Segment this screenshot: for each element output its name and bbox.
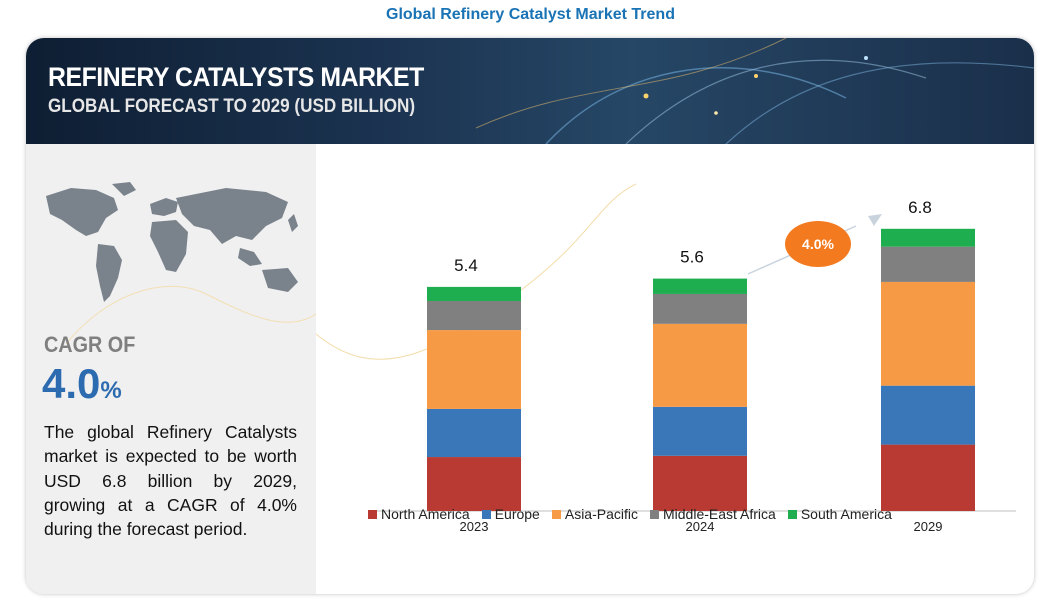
cagr-percent: % <box>100 377 122 404</box>
legend-swatch-asia-pacific <box>551 509 561 519</box>
left-panel: CAGR OF 4.0% The global Refinery Catalys… <box>26 144 316 594</box>
legend-label-south-america: South America <box>800 506 892 522</box>
x-tick-label-2024: 2024 <box>686 519 715 534</box>
bar-segment-north-america-2024 <box>653 455 747 511</box>
banner-background-graphic <box>475 38 1034 144</box>
legend-label-north-america: North America <box>381 506 470 522</box>
legend-swatch-north-america <box>368 509 377 519</box>
banner-subtitle: GLOBAL FORECAST TO 2029 (USD BILLION) <box>48 96 416 117</box>
market-summary: The global Refinery Catalysts market is … <box>44 422 297 540</box>
bar-segment-europe-2023 <box>427 408 521 458</box>
bar-segment-north-america-2029 <box>881 444 975 511</box>
legend-item-south-america: South America <box>787 506 892 522</box>
legend-item-asia-pacific: Asia-Pacific <box>551 506 638 522</box>
bar-segment-europe-2029 <box>881 385 975 445</box>
banner: REFINERY CATALYSTS MARKET GLOBAL FORECAS… <box>26 38 1034 144</box>
world-map-icon <box>46 182 298 302</box>
bar-segment-middle-east-africa-2024 <box>653 293 747 324</box>
bar-segment-south-america-2023 <box>427 286 521 302</box>
cagr-badge <box>785 221 851 267</box>
legend-item-north-america: North America <box>368 506 470 522</box>
cagr-badge-label: 4.0% <box>802 236 834 252</box>
legend-swatch-middle-east-africa <box>650 509 659 519</box>
total-label-2029: 6.8 <box>908 198 932 217</box>
legend-label-europe: Europe <box>494 506 540 522</box>
bar-segment-asia-pacific-2024 <box>653 323 747 407</box>
legend-label-middle-east-africa: Middle-East Africa <box>663 506 776 522</box>
x-tick-label-2023: 2023 <box>460 519 489 534</box>
total-label-2023: 5.4 <box>454 256 478 275</box>
bar-segment-south-america-2029 <box>881 228 975 247</box>
bar-segment-asia-pacific-2023 <box>427 330 521 409</box>
cagr-number: 4.0 <box>42 360 101 407</box>
stacked-bar-chart: 5.4 2023 5.6 2024 6.8 2029 4.0% <box>316 183 1016 534</box>
cagr-value: 4.0% <box>42 360 122 408</box>
cagr-label: CAGR OF <box>44 332 136 357</box>
bar-segment-north-america-2023 <box>427 457 521 511</box>
legend-swatch-south-america <box>787 509 797 519</box>
bar-segment-south-america-2024 <box>653 278 747 294</box>
chart-area: 5.4 2023 5.6 2024 6.8 2029 4.0% <box>316 144 1034 594</box>
bar-segment-middle-east-africa-2029 <box>881 246 975 282</box>
legend-label-asia-pacific: Asia-Pacific <box>564 506 638 522</box>
x-tick-label-2029: 2029 <box>914 519 943 534</box>
legend-item-middle-east-africa: Middle-East Africa <box>650 506 776 522</box>
bar-segment-asia-pacific-2029 <box>881 281 975 386</box>
growth-arrow-head <box>868 214 882 226</box>
bar-segment-middle-east-africa-2023 <box>427 301 521 331</box>
page-title: Global Refinery Catalyst Market Trend <box>386 6 675 23</box>
bar-segment-europe-2024 <box>653 406 747 456</box>
decorative-curve <box>65 285 316 345</box>
total-label-2024: 5.6 <box>680 248 704 267</box>
infographic-card: REFINERY CATALYSTS MARKET GLOBAL FORECAS… <box>26 38 1034 594</box>
chart-legend: North America Europe Asia-Pacific Middle-Ea… <box>368 504 904 524</box>
banner-title: REFINERY CATALYSTS MARKET <box>48 62 424 92</box>
legend-item-europe: Europe <box>481 506 540 522</box>
legend-swatch-europe <box>481 509 491 519</box>
